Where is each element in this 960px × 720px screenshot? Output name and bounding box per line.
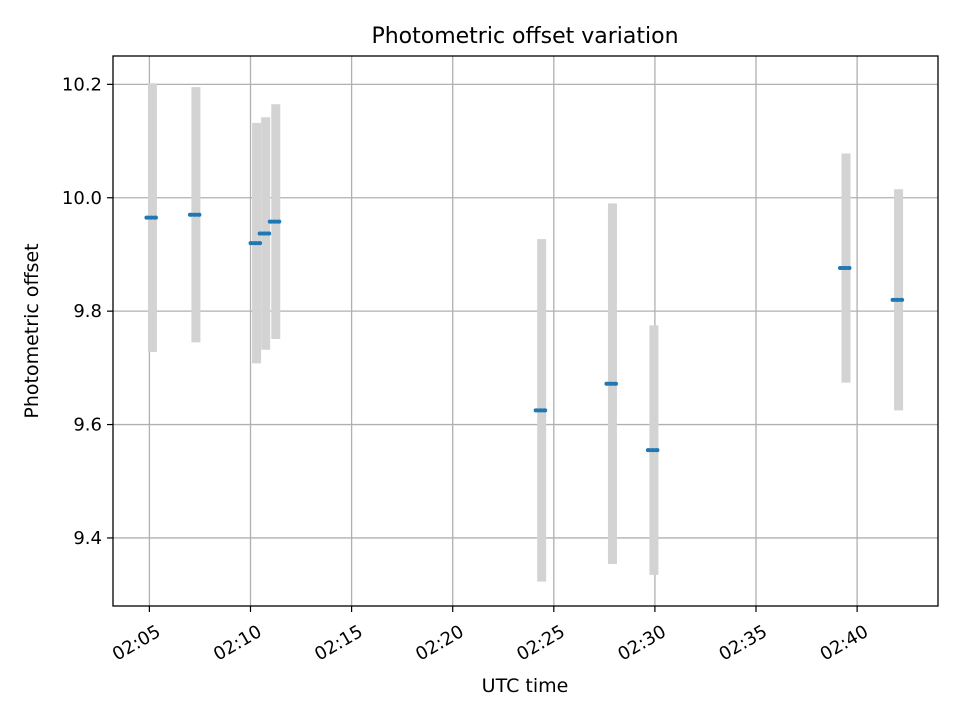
y-tick-label: 9.4 [73,528,102,549]
y-tick-label: 10.2 [62,74,102,95]
x-axis-label: UTC time [482,675,569,697]
plot-frame [112,55,939,607]
y-tick-label: 9.8 [73,301,102,322]
y-axis-label: Photometric offset [21,243,43,418]
chart-title: Photometric offset variation [371,24,678,49]
y-axis: 9.4 9.6 9.8 10.0 10.2 [62,74,113,549]
data-points [144,212,907,453]
y-tick-label: 9.6 [73,415,102,436]
y-tick-label: 10.0 [62,188,102,209]
